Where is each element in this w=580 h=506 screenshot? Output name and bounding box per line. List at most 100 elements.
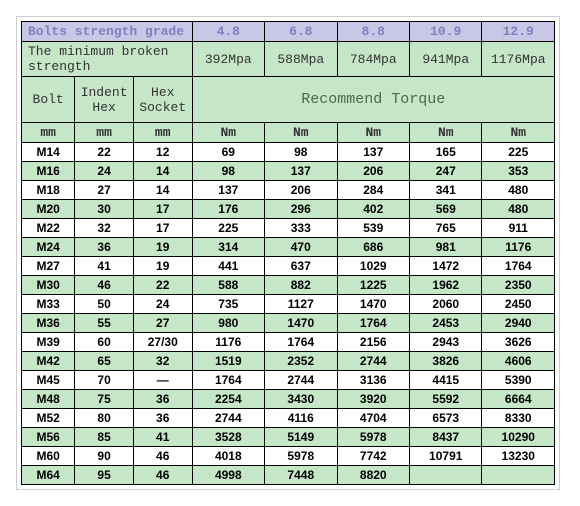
table-cell: 441 [192,257,264,276]
table-cell [410,466,482,485]
table-cell: 2350 [482,276,555,295]
table-cell: 10290 [482,428,555,447]
table-cell: 588 [192,276,264,295]
table-cell: 50 [75,295,134,314]
table-cell: 980 [192,314,264,333]
table-cell: 4606 [482,352,555,371]
table-cell: 36 [75,238,134,257]
table-cell: M22 [22,219,75,238]
table-cell: 12 [133,143,192,162]
table-cell: 36 [133,390,192,409]
table-cell: 353 [482,162,555,181]
table-cell: 1176 [192,333,264,352]
table-cell: 98 [192,162,264,181]
table-cell: 3136 [337,371,409,390]
grade-row: Bolts strength grade 4.8 6.8 8.8 10.9 12… [22,22,555,42]
table-cell: 46 [133,447,192,466]
table-row: M568541352851495978843710290 [22,428,555,447]
table-row: M182714137206284341480 [22,181,555,200]
table-cell: 2453 [410,314,482,333]
table-cell: 3626 [482,333,555,352]
table-cell: 10791 [410,447,482,466]
grade-1: 6.8 [265,22,337,42]
grade-0: 4.8 [192,22,264,42]
table-cell: 480 [482,181,555,200]
table-cell: 7448 [265,466,337,485]
table-cell: M60 [22,447,75,466]
table-cell: M56 [22,428,75,447]
strength-0: 392Mpa [192,42,264,77]
table-cell: 2744 [265,371,337,390]
table-cell: 176 [192,200,264,219]
table-cell: 341 [410,181,482,200]
table-cell: 333 [265,219,337,238]
table-cell: 206 [337,162,409,181]
table-cell: M24 [22,238,75,257]
table-cell: 8437 [410,428,482,447]
table-row: M52803627444116470465738330 [22,409,555,428]
table-cell: 1764 [192,371,264,390]
table-cell: 735 [192,295,264,314]
table-cell: 2744 [192,409,264,428]
table-cell: 470 [265,238,337,257]
table-cell: 5592 [410,390,482,409]
table-cell: M64 [22,466,75,485]
table-cell: 402 [337,200,409,219]
table-cell: 225 [192,219,264,238]
table-cell: 19 [133,238,192,257]
table-cell: 14 [133,162,192,181]
table-cell: 3826 [410,352,482,371]
table-cell: 65 [75,352,134,371]
table-cell: 46 [133,466,192,485]
table-cell: 75 [75,390,134,409]
table-cell: 2254 [192,390,264,409]
table-cell: 1470 [337,295,409,314]
table-cell: M48 [22,390,75,409]
table-cell: 13230 [482,447,555,466]
table-cell: 1225 [337,276,409,295]
col-hex-socket: Hex Socket [133,77,192,123]
table-row: M16241498137206247353 [22,162,555,181]
table-row: M649546499874488820 [22,466,555,485]
table-cell: M18 [22,181,75,200]
table-cell: 1962 [410,276,482,295]
table-cell: 137 [265,162,337,181]
table-cell: 41 [75,257,134,276]
table-cell: 137 [337,143,409,162]
table-row: M48753622543430392055926664 [22,390,555,409]
table-cell: 1029 [337,257,409,276]
table-cell: 247 [410,162,482,181]
table-row: M274119441637102914721764 [22,257,555,276]
table-cell: 296 [265,200,337,219]
table-cell: 165 [410,143,482,162]
table-cell: 27/30 [133,333,192,352]
table-cell: 55 [75,314,134,333]
table-cell: 1472 [410,257,482,276]
table-cell: M27 [22,257,75,276]
recommend-torque-header: Recommend Torque [192,77,554,123]
table-cell: 2156 [337,333,409,352]
table-row: M4570—17642744313644155390 [22,371,555,390]
table-cell: 4116 [265,409,337,428]
table-cell: 2352 [265,352,337,371]
table-cell: 5390 [482,371,555,390]
table-cell [482,466,555,485]
table-cell: 2940 [482,314,555,333]
table-cell: 284 [337,181,409,200]
table-cell: 765 [410,219,482,238]
table-cell: 4018 [192,447,264,466]
table-cell: M20 [22,200,75,219]
table-cell: 2450 [482,295,555,314]
table-cell: 22 [75,143,134,162]
table-cell: 4998 [192,466,264,485]
table-cell: 30 [75,200,134,219]
table-cell: 5978 [265,447,337,466]
strength-label: The minimum broken strength [22,42,193,77]
table-cell: 70 [75,371,134,390]
table-cell: 314 [192,238,264,257]
table-cell: 206 [265,181,337,200]
strength-3: 941Mpa [410,42,482,77]
grade-4: 12.9 [482,22,555,42]
table-cell: 686 [337,238,409,257]
unit-3: Nm [192,123,264,143]
